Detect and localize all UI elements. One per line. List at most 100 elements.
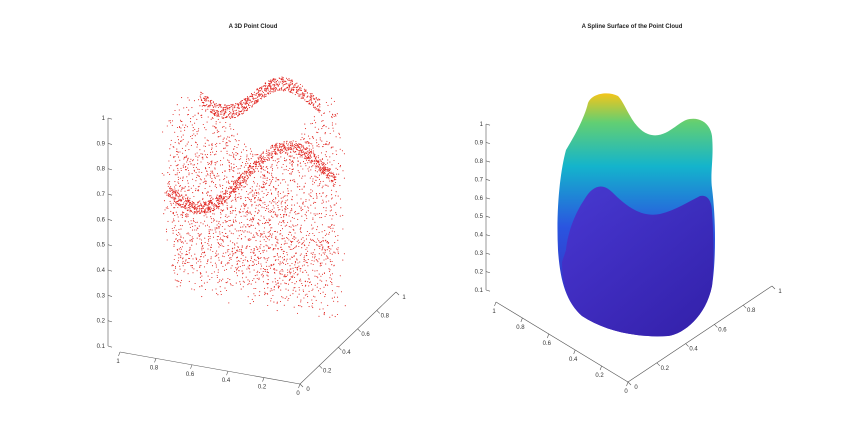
data-point bbox=[319, 137, 321, 139]
data-point bbox=[227, 225, 229, 227]
data-point bbox=[279, 208, 281, 211]
data-point bbox=[284, 207, 286, 210]
data-point bbox=[207, 235, 209, 238]
data-point bbox=[289, 273, 291, 275]
data-point bbox=[221, 261, 223, 263]
data-point bbox=[212, 236, 215, 238]
data-point bbox=[240, 165, 242, 167]
data-point bbox=[310, 97, 312, 99]
data-point bbox=[297, 165, 299, 167]
data-point bbox=[314, 159, 316, 161]
data-point bbox=[281, 273, 283, 275]
data-point bbox=[333, 224, 335, 226]
data-point bbox=[255, 240, 257, 242]
data-point bbox=[216, 175, 218, 177]
data-point bbox=[263, 249, 265, 251]
data-point bbox=[297, 147, 299, 149]
data-point bbox=[228, 104, 230, 107]
data-point bbox=[246, 97, 248, 99]
z-tick-mark bbox=[485, 289, 491, 292]
data-point bbox=[291, 79, 293, 81]
data-point bbox=[218, 199, 220, 201]
data-point bbox=[257, 256, 259, 258]
data-point bbox=[189, 161, 191, 163]
data-point bbox=[174, 254, 176, 256]
data-point bbox=[320, 162, 322, 164]
data-point bbox=[186, 202, 188, 204]
data-point bbox=[225, 115, 227, 117]
data-point bbox=[177, 151, 179, 153]
data-point bbox=[274, 148, 276, 151]
data-point bbox=[310, 149, 313, 151]
data-point bbox=[297, 90, 299, 92]
data-point bbox=[225, 221, 227, 223]
data-point bbox=[172, 202, 174, 204]
data-point bbox=[241, 112, 243, 115]
data-point bbox=[261, 168, 263, 170]
data-point bbox=[188, 109, 190, 111]
data-point bbox=[278, 285, 280, 287]
data-point bbox=[208, 144, 210, 146]
data-point bbox=[255, 160, 257, 162]
data-point bbox=[311, 95, 313, 97]
data-point bbox=[195, 211, 197, 213]
data-point bbox=[231, 265, 233, 267]
data-point bbox=[280, 156, 282, 158]
data-point bbox=[169, 194, 171, 197]
data-point bbox=[235, 282, 237, 284]
data-point bbox=[274, 150, 276, 152]
data-point bbox=[252, 95, 254, 98]
data-point bbox=[177, 136, 179, 138]
data-point bbox=[274, 160, 276, 162]
data-point bbox=[227, 145, 229, 147]
data-point bbox=[339, 166, 341, 168]
data-point bbox=[332, 215, 334, 217]
data-point bbox=[202, 199, 204, 201]
data-point bbox=[312, 302, 314, 304]
data-point bbox=[292, 275, 294, 277]
data-point bbox=[311, 175, 313, 177]
data-point bbox=[221, 117, 223, 119]
data-point bbox=[261, 233, 263, 235]
data-point bbox=[279, 145, 281, 147]
data-point bbox=[173, 245, 175, 247]
x-tick-label: 0.6 bbox=[186, 372, 195, 378]
y-tick-mark bbox=[685, 343, 689, 347]
data-point bbox=[283, 160, 286, 162]
data-point bbox=[302, 175, 304, 177]
data-point bbox=[214, 262, 216, 264]
data-point bbox=[302, 237, 304, 239]
data-point bbox=[229, 230, 231, 232]
data-point bbox=[322, 199, 324, 201]
data-point bbox=[256, 89, 258, 91]
data-point bbox=[275, 82, 277, 84]
data-point bbox=[267, 87, 269, 89]
data-point bbox=[271, 91, 273, 93]
data-point bbox=[310, 192, 312, 194]
data-point bbox=[249, 99, 252, 101]
x-tick-mark bbox=[262, 377, 265, 382]
data-point bbox=[304, 213, 306, 215]
data-point bbox=[308, 159, 310, 161]
data-point bbox=[234, 138, 236, 141]
data-point bbox=[224, 175, 226, 177]
data-point bbox=[316, 166, 318, 168]
data-point bbox=[226, 208, 229, 210]
y-tick-label: 0.2 bbox=[661, 366, 670, 372]
data-point bbox=[262, 155, 264, 157]
data-point bbox=[289, 162, 291, 164]
data-point bbox=[269, 92, 271, 94]
data-point bbox=[209, 185, 211, 187]
data-point bbox=[307, 265, 309, 267]
data-point bbox=[245, 172, 247, 174]
data-point bbox=[247, 104, 250, 106]
data-point bbox=[329, 205, 331, 207]
data-point bbox=[331, 194, 333, 196]
data-point bbox=[188, 189, 190, 191]
data-point bbox=[320, 275, 322, 277]
data-point bbox=[252, 261, 254, 263]
data-point bbox=[274, 188, 276, 190]
z-tick-label: 0.9 bbox=[475, 140, 484, 146]
data-point bbox=[184, 150, 186, 152]
data-point bbox=[334, 114, 337, 116]
